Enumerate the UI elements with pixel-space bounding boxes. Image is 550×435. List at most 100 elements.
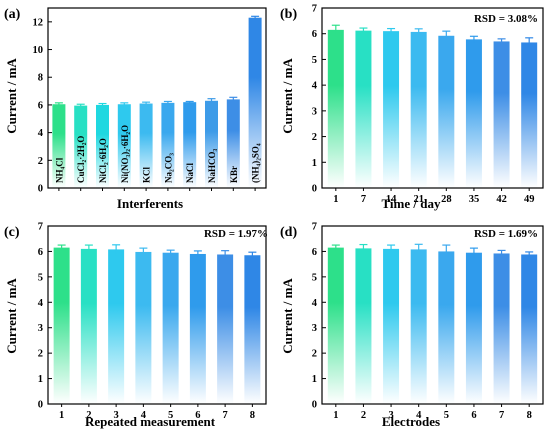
bar bbox=[493, 253, 510, 404]
bar bbox=[53, 247, 70, 404]
x-tick-label: 1 bbox=[333, 194, 338, 205]
bar bbox=[465, 39, 482, 188]
bar bbox=[139, 103, 153, 188]
y-tick-label: 2 bbox=[312, 349, 317, 360]
y-tick-label: 7 bbox=[312, 222, 317, 233]
bar bbox=[327, 247, 344, 404]
x-tick-label: 14 bbox=[386, 194, 397, 205]
bar bbox=[74, 105, 88, 188]
x-tick-label: 5 bbox=[168, 410, 173, 421]
panel-b: 0 1 2 3 4 5 6 7 1 7 14 21 28 35 42 49 bbox=[312, 4, 544, 205]
bar bbox=[189, 253, 206, 404]
bar bbox=[226, 99, 240, 188]
x-tick-label: 35 bbox=[469, 194, 480, 205]
plot-frame bbox=[321, 225, 544, 405]
x-tick-label: 8 bbox=[250, 410, 255, 421]
y-tick-label: 0 bbox=[312, 184, 317, 195]
x-tick-label: 3 bbox=[388, 410, 393, 421]
x-tick-label: 1 bbox=[59, 410, 64, 421]
y-tick-label: 3 bbox=[38, 323, 43, 334]
y-axis-title-b: Current / mA bbox=[280, 58, 295, 134]
bar bbox=[521, 254, 538, 404]
x-tick-label: 3 bbox=[114, 410, 119, 421]
y-tick-label: 2 bbox=[312, 132, 317, 143]
bar bbox=[383, 248, 400, 404]
y-tick-label: 4 bbox=[312, 298, 318, 309]
y-axis-title-a: Current / mA bbox=[4, 58, 19, 134]
bar bbox=[244, 255, 261, 404]
y-tick-label: 1 bbox=[38, 374, 43, 385]
y-tick-label: 1 bbox=[312, 158, 317, 169]
y-tick-label: 8 bbox=[38, 73, 43, 84]
panel-letter-b: (b) bbox=[280, 7, 297, 22]
bar bbox=[383, 31, 400, 189]
bar-label: Ni(NO₃)₂·6H₂O bbox=[120, 125, 130, 183]
x-tick-label: 6 bbox=[471, 410, 476, 421]
x-tick-label: 21 bbox=[413, 194, 424, 205]
bar bbox=[52, 104, 66, 188]
bar-label: NaCl bbox=[185, 163, 195, 183]
panel-letter-a: (a) bbox=[4, 7, 21, 22]
plot-frame bbox=[47, 225, 267, 405]
y-tick-label: 1 bbox=[312, 374, 317, 385]
bar bbox=[438, 251, 455, 404]
y-tick-label: 4 bbox=[312, 81, 318, 92]
y-axis-title-d: Current / mA bbox=[280, 278, 295, 354]
x-tick-label: 2 bbox=[86, 410, 91, 421]
bar-label: KCl bbox=[142, 167, 152, 184]
y-tick-label: 0 bbox=[38, 400, 43, 411]
y-tick-label: 7 bbox=[312, 4, 317, 15]
x-axis-title-c: Repeated measurement bbox=[85, 414, 216, 429]
y-tick-label: 5 bbox=[38, 272, 43, 283]
y-tick-label: 7 bbox=[38, 222, 43, 233]
rsd-annotation-b: RSD = 3.08% bbox=[474, 13, 538, 25]
bar-label: NiCl₂·6H₂O bbox=[98, 138, 108, 183]
bar bbox=[108, 249, 125, 404]
x-tick-label: 4 bbox=[141, 410, 147, 421]
y-tick-label: 10 bbox=[33, 45, 44, 56]
bar bbox=[183, 102, 197, 188]
bar-label: CuCl₂·2H₂O bbox=[76, 136, 86, 183]
y-tick-label: 6 bbox=[38, 100, 43, 111]
y-axis-title-c: Current / mA bbox=[4, 278, 19, 354]
x-tick-label: 8 bbox=[527, 410, 532, 421]
bar bbox=[117, 104, 131, 188]
x-tick-label: 7 bbox=[499, 410, 504, 421]
x-tick-label: 42 bbox=[496, 194, 507, 205]
bar bbox=[162, 252, 179, 404]
y-tick-label: 5 bbox=[312, 272, 317, 283]
x-tick-label: 4 bbox=[416, 410, 422, 421]
x-axis-title-b: Time / day bbox=[382, 196, 441, 211]
bar-label: NaHCO₃ bbox=[207, 149, 217, 184]
y-tick-label: 3 bbox=[312, 106, 317, 117]
bar bbox=[355, 248, 372, 404]
y-tick-label: 0 bbox=[38, 184, 43, 195]
bar bbox=[205, 100, 218, 188]
x-tick-label: 5 bbox=[444, 410, 449, 421]
x-tick-label: 28 bbox=[441, 194, 452, 205]
x-tick-label: 6 bbox=[195, 410, 200, 421]
bar bbox=[465, 252, 482, 404]
bar-label: Na₂CO₃ bbox=[163, 153, 173, 183]
x-tick-label: 1 bbox=[333, 410, 338, 421]
panel-letter-c: (c) bbox=[4, 225, 20, 240]
bar-label: NH₄Cl bbox=[54, 157, 64, 183]
x-tick-label: 7 bbox=[361, 194, 366, 205]
bar bbox=[493, 41, 510, 188]
y-tick-label: 12 bbox=[33, 17, 44, 28]
bar bbox=[355, 30, 372, 188]
bar bbox=[135, 251, 152, 404]
plot-frame bbox=[47, 7, 267, 189]
y-tick-label: 2 bbox=[38, 156, 43, 167]
y-tick-label: 6 bbox=[312, 247, 317, 258]
y-tick-label: 6 bbox=[38, 247, 43, 258]
bar bbox=[217, 254, 234, 404]
bar bbox=[410, 249, 427, 404]
bar-label: (NH₄)₂SO₄ bbox=[251, 143, 261, 183]
y-tick-label: 2 bbox=[38, 349, 43, 360]
plot-frame bbox=[321, 7, 544, 189]
y-tick-label: 4 bbox=[38, 128, 44, 139]
bar bbox=[161, 102, 175, 188]
x-tick-label: 49 bbox=[524, 194, 535, 205]
